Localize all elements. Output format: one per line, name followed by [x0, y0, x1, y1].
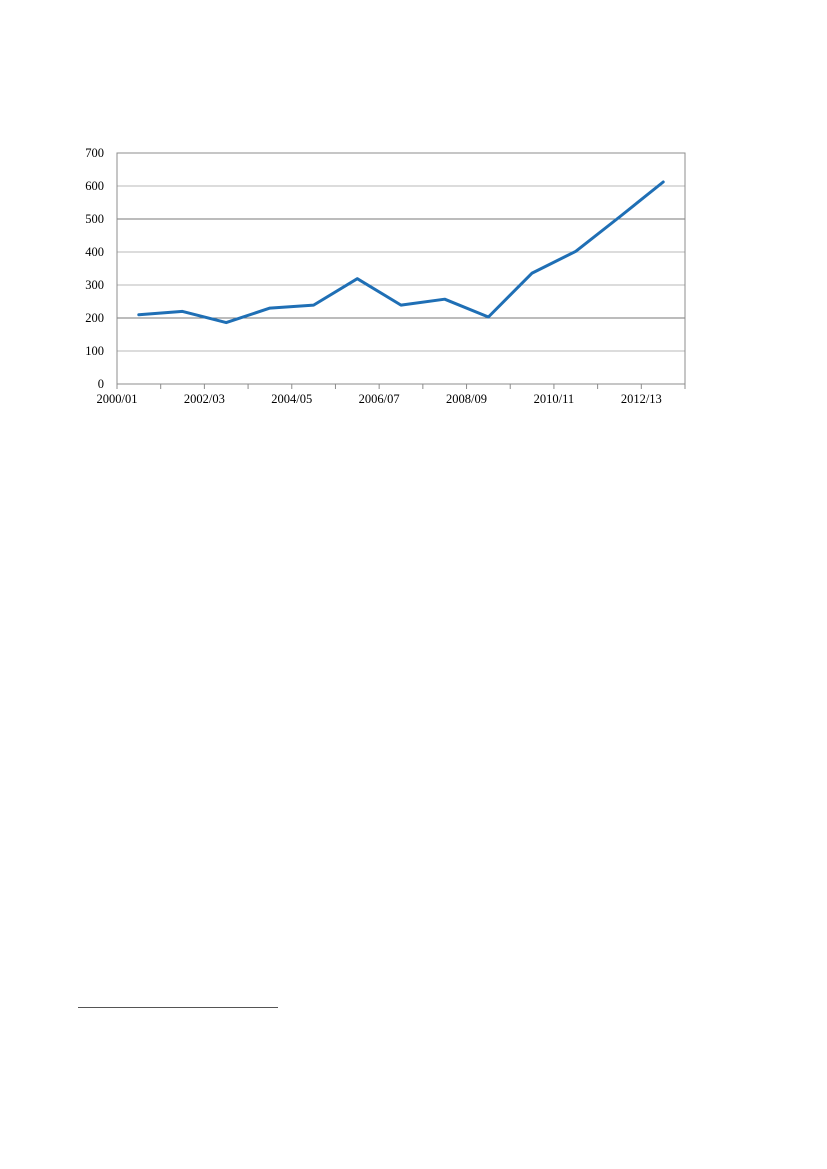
y-tick-label: 700: [85, 146, 104, 160]
y-tick-label: 100: [85, 344, 104, 358]
y-tick-label: 0: [98, 377, 104, 391]
data-point: [225, 321, 228, 324]
x-tick-label: 2002/03: [184, 392, 225, 406]
data-point: [137, 313, 141, 316]
footnote-separator: [78, 1007, 278, 1008]
data-point: [487, 315, 490, 319]
plot-area-frame: [116, 152, 686, 385]
data-point: [443, 297, 446, 301]
x-tick-label: 2008/09: [446, 392, 487, 406]
x-axis: 2000/01 2002/03 2004/05 2006/07 2008/09 2010/…: [97, 384, 686, 406]
y-axis-tick-labels: 0 100 200 300 400 500 600 700: [85, 146, 104, 391]
y-tick-label: 500: [85, 212, 104, 226]
data-point: [312, 303, 315, 307]
data-point: [661, 180, 665, 184]
x-tick-label: 2010/11: [534, 392, 575, 406]
data-point: [399, 303, 403, 307]
x-tick-label: 2006/07: [359, 392, 400, 406]
data-point: [268, 306, 272, 310]
data-point: [356, 277, 359, 280]
y-tick-label: 200: [85, 311, 104, 325]
x-tick-label: 2012/13: [621, 392, 662, 406]
y-tick-label: 400: [85, 245, 104, 259]
x-tick-label: 2004/05: [271, 392, 312, 406]
data-point: [530, 271, 534, 275]
data-point: [618, 215, 621, 219]
data-point: [574, 250, 577, 253]
grid-lines: [117, 185, 685, 352]
y-tick-label: 300: [85, 278, 104, 292]
y-tick-label: 600: [85, 179, 104, 193]
x-tick-label: 2000/01: [97, 392, 138, 406]
series-layer: [137, 180, 665, 325]
data-point: [181, 310, 184, 313]
